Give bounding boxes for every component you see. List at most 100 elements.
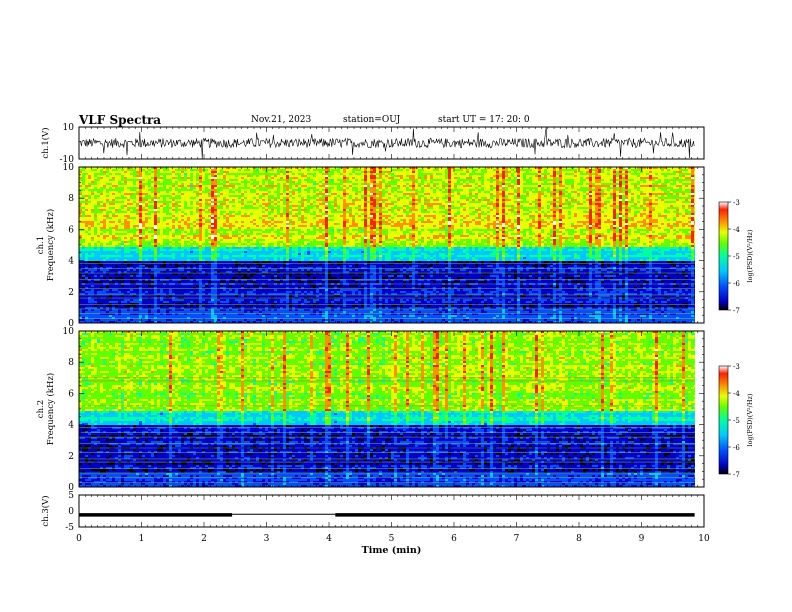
- spectrogram-cell: [430, 207, 434, 210]
- spectrogram-cell: [202, 201, 206, 204]
- spectrogram-cell: [559, 171, 563, 174]
- spectrogram-cell: [256, 211, 260, 214]
- spectrogram-cell: [376, 187, 380, 190]
- spectrogram-cell: [655, 205, 659, 208]
- spectrogram-cell: [145, 205, 149, 208]
- spectrogram-cell: [406, 197, 410, 200]
- spectrogram-cell: [220, 211, 224, 214]
- spectrogram-cell: [562, 167, 566, 170]
- spectrogram-cell: [688, 201, 692, 204]
- spectrogram-cell: [352, 205, 356, 208]
- spectrogram-cell: [187, 173, 191, 176]
- spectrogram-cell: [181, 189, 185, 192]
- spectrogram-cell: [577, 173, 581, 176]
- spectrogram-cell: [364, 173, 368, 176]
- spectrogram-cell: [529, 203, 533, 206]
- spectrogram-cell: [343, 175, 347, 178]
- spectrogram-cell: [424, 191, 428, 194]
- spectrogram-cell: [655, 211, 659, 214]
- spectrogram-cell: [409, 167, 413, 170]
- spectrogram-cell: [241, 207, 245, 210]
- spectrogram-cell: [301, 173, 305, 176]
- spectrogram-cell: [544, 203, 548, 206]
- spectrogram-cell: [358, 167, 362, 170]
- spectrogram-cell: [355, 201, 359, 204]
- spectrogram-cell: [214, 211, 218, 214]
- spectrogram-cell: [607, 191, 611, 194]
- spectrogram-cell: [538, 167, 542, 170]
- spectrogram-cell: [409, 197, 413, 200]
- spectrogram-cell: [439, 197, 443, 200]
- spectrogram-cell: [115, 185, 119, 188]
- spectrogram-cell: [217, 183, 221, 186]
- spectrogram-cell: [550, 205, 554, 208]
- spectrogram-cell: [268, 209, 272, 212]
- spectrogram-cell: [550, 207, 554, 210]
- spectrogram-cell: [394, 183, 398, 186]
- spectrogram-cell: [580, 193, 584, 196]
- spectrogram-cell: [397, 201, 401, 204]
- spectrogram-cell: [490, 183, 494, 186]
- spectrogram-cell: [634, 193, 638, 196]
- spectrogram-cell: [307, 185, 311, 188]
- spectrogram-cell: [268, 167, 272, 170]
- spectrogram-cell: [628, 205, 632, 208]
- spectrogram-cell: [457, 177, 461, 180]
- spectrogram-cell: [460, 197, 464, 200]
- spectrogram-cell: [145, 211, 149, 214]
- spectrogram-cell: [649, 171, 653, 174]
- spectrogram-cell: [397, 171, 401, 174]
- spectrogram-cell: [322, 209, 326, 212]
- spectrogram-cell: [397, 177, 401, 180]
- spectrogram-cell: [175, 187, 179, 190]
- spectrogram-cell: [124, 203, 128, 206]
- spectrogram-cell: [271, 201, 275, 204]
- spectrogram-cell: [133, 173, 137, 176]
- spectrogram-cell: [127, 205, 131, 208]
- spectrogram-cell: [649, 211, 653, 214]
- spectrogram-cell: [523, 169, 527, 172]
- spectrogram-cell: [325, 193, 329, 196]
- spectrogram-cell: [628, 167, 632, 170]
- spectrogram-cell: [571, 205, 575, 208]
- spectrogram-cell: [475, 205, 479, 208]
- spectrogram-cell: [451, 189, 455, 192]
- spectrogram-cell: [112, 177, 116, 180]
- spectrogram-cell: [241, 191, 245, 194]
- spectrogram-cell: [130, 191, 134, 194]
- spectrogram-cell: [265, 185, 269, 188]
- spectrogram-cell: [475, 197, 479, 200]
- spectrogram-cell: [178, 167, 182, 170]
- spectrogram-cell: [157, 191, 161, 194]
- spectrogram-cell: [343, 195, 347, 198]
- spectrogram-cell: [328, 203, 332, 206]
- spectrogram-cell: [430, 175, 434, 178]
- spectrogram-cell: [109, 189, 113, 192]
- spectrogram-cell: [79, 187, 83, 190]
- spectrogram-cell: [250, 183, 254, 186]
- spectrogram-cell: [79, 207, 83, 210]
- spectrogram-cell: [145, 181, 149, 184]
- spectrogram-cell: [604, 171, 608, 174]
- spectrogram-cell: [439, 187, 443, 190]
- spectrogram-cell: [106, 181, 110, 184]
- spectrogram-cell: [112, 173, 116, 176]
- spectrogram-cell: [496, 205, 500, 208]
- spectrogram-cell: [109, 213, 113, 216]
- spectrogram-cell: [583, 207, 587, 210]
- spectrogram-cell: [577, 191, 581, 194]
- spectrogram-cell: [646, 185, 650, 188]
- spectrogram-cell: [571, 169, 575, 172]
- spectrogram-cell: [178, 191, 182, 194]
- spectrogram-cell: [604, 211, 608, 214]
- spectrogram-cell: [364, 201, 368, 204]
- spectrogram-cell: [331, 199, 335, 202]
- spectrogram-cell: [196, 169, 200, 172]
- spectrogram-cell: [466, 195, 470, 198]
- spectrogram-cell: [466, 187, 470, 190]
- spectrogram-cell: [481, 197, 485, 200]
- spectrogram-cell: [190, 179, 194, 182]
- spectrogram-cell: [607, 205, 611, 208]
- spectrogram-cell: [562, 179, 566, 182]
- spectrogram-cell: [100, 187, 104, 190]
